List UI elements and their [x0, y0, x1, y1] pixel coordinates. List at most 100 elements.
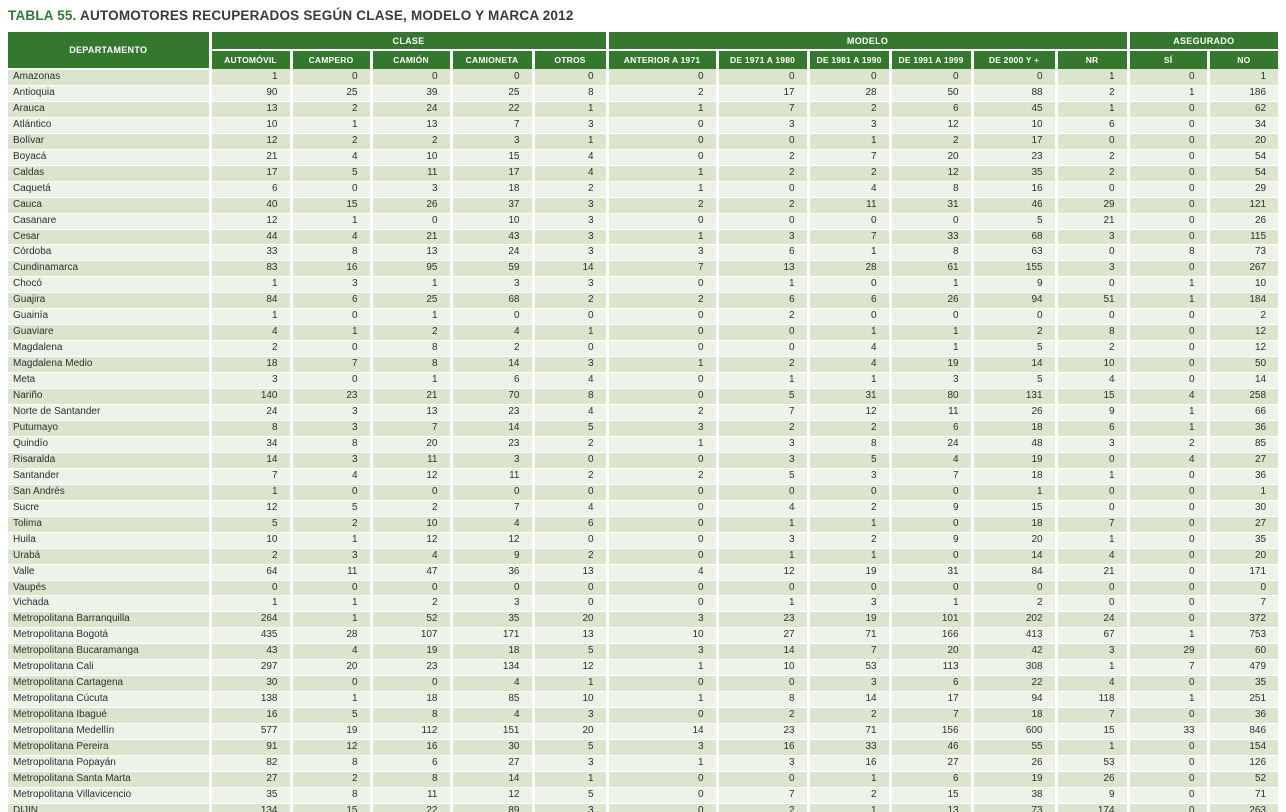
value-cell: 4 — [806, 181, 891, 198]
table-row: Magdalena 2 0 8 2 0 0 0 4 1 5 2 0 12 — [8, 340, 1279, 358]
value-cell: 14 — [1206, 372, 1279, 390]
value-cell: 2 — [715, 707, 809, 725]
value-cell: 2 — [1054, 340, 1129, 358]
value-cell: 297 — [208, 659, 291, 677]
table-row: Bolívar 12 2 2 3 1 0 0 1 2 17 0 0 20 — [8, 133, 1279, 150]
value-cell: 0 — [888, 516, 973, 533]
value-cell: 2 — [289, 133, 371, 150]
table-row: Caldas 17 5 11 17 4 1 2 2 12 35 2 0 54 — [8, 165, 1279, 182]
value-cell: 14 — [605, 723, 718, 741]
value-cell: 3 — [605, 643, 718, 661]
value-cell: 64 — [208, 564, 291, 581]
department-cell: Metropolitana Cali — [8, 659, 210, 677]
header-2000-mas: DE 2000 Y + — [970, 50, 1057, 69]
value-cell: 11 — [369, 452, 451, 469]
value-cell: 24 — [208, 404, 291, 421]
value-cell: 1 — [806, 803, 891, 812]
value-cell: 80 — [888, 388, 973, 406]
value-cell: 15 — [449, 149, 533, 166]
value-cell: 1 — [369, 308, 451, 326]
value-cell: 3 — [531, 276, 608, 294]
table-row: Guajira 84 6 25 68 2 2 6 6 26 94 51 1 184 — [8, 292, 1279, 310]
value-cell: 0 — [1126, 117, 1209, 134]
value-cell: 0 — [970, 580, 1057, 597]
value-cell: 1 — [531, 771, 608, 788]
value-cell: 0 — [1054, 595, 1129, 613]
value-cell: 12 — [449, 787, 533, 804]
table-title-text: AUTOMOTORES RECUPERADOS SEGÚN CLASE, MOD… — [80, 8, 574, 23]
value-cell: 1 — [605, 436, 718, 453]
department-cell: Huila — [8, 532, 210, 549]
value-cell: 1 — [715, 548, 809, 565]
value-cell: 1 — [289, 117, 371, 134]
value-cell: 0 — [605, 787, 718, 804]
value-cell: 35 — [970, 165, 1057, 182]
value-cell: 39 — [369, 85, 451, 102]
value-cell: 12 — [888, 165, 973, 182]
department-cell: Quindío — [8, 436, 210, 453]
value-cell: 7 — [1054, 516, 1129, 533]
value-cell: 3 — [806, 468, 891, 485]
value-cell: 31 — [888, 564, 973, 581]
value-cell: 1 — [208, 308, 291, 326]
department-cell: Boyacá — [8, 149, 210, 166]
value-cell: 308 — [970, 659, 1057, 677]
value-cell: 126 — [1206, 755, 1279, 772]
table-row: Guaviare 4 1 2 4 1 0 0 1 1 2 8 0 12 — [8, 324, 1279, 342]
value-cell: 61 — [888, 260, 973, 278]
value-cell: 0 — [715, 675, 809, 693]
value-cell: 22 — [369, 803, 451, 812]
value-cell: 3 — [605, 420, 718, 437]
department-cell: Guainía — [8, 308, 210, 326]
value-cell: 6 — [208, 181, 291, 198]
value-cell: 0 — [970, 308, 1057, 326]
value-cell: 13 — [531, 627, 608, 645]
value-cell: 47 — [369, 564, 451, 581]
value-cell: 8 — [369, 707, 451, 725]
value-cell: 0 — [531, 595, 608, 613]
value-cell: 0 — [715, 484, 809, 501]
value-cell: 1 — [806, 548, 891, 565]
value-cell: 0 — [1126, 548, 1209, 565]
value-cell: 0 — [605, 149, 718, 166]
value-cell: 2 — [715, 149, 809, 166]
value-cell: 33 — [806, 739, 891, 756]
value-cell: 1 — [970, 484, 1057, 501]
value-cell: 0 — [531, 452, 608, 469]
value-cell: 28 — [806, 260, 891, 278]
value-cell: 16 — [369, 739, 451, 756]
value-cell: 1 — [289, 213, 371, 230]
value-cell: 26 — [970, 755, 1057, 772]
value-cell: 1 — [888, 340, 973, 358]
value-cell: 118 — [1054, 691, 1129, 709]
value-cell: 4 — [1054, 372, 1129, 390]
value-cell: 33 — [1126, 723, 1209, 741]
value-cell: 0 — [1126, 133, 1209, 150]
value-cell: 3 — [289, 548, 371, 565]
department-cell: Magdalena Medio — [8, 356, 210, 374]
value-cell: 12 — [208, 500, 291, 517]
value-cell: 9 — [970, 276, 1057, 294]
value-cell: 6 — [289, 292, 371, 310]
value-cell: 0 — [605, 388, 718, 406]
value-cell: 88 — [970, 85, 1057, 102]
value-cell: 46 — [970, 197, 1057, 214]
value-cell: 154 — [1206, 739, 1279, 756]
value-cell: 577 — [208, 723, 291, 741]
value-cell: 20 — [888, 643, 973, 661]
value-cell: 59 — [449, 260, 533, 278]
value-cell: 24 — [369, 101, 451, 118]
value-cell: 0 — [806, 484, 891, 501]
value-cell: 10 — [970, 117, 1057, 134]
value-cell: 413 — [970, 627, 1057, 645]
value-cell: 21 — [1054, 564, 1129, 581]
value-cell: 0 — [806, 308, 891, 326]
value-cell: 89 — [449, 803, 533, 812]
value-cell: 5 — [715, 468, 809, 485]
value-cell: 2 — [531, 181, 608, 198]
value-cell: 7 — [888, 468, 973, 485]
value-cell: 0 — [888, 69, 973, 86]
value-cell: 2 — [970, 595, 1057, 613]
value-cell: 16 — [970, 181, 1057, 198]
